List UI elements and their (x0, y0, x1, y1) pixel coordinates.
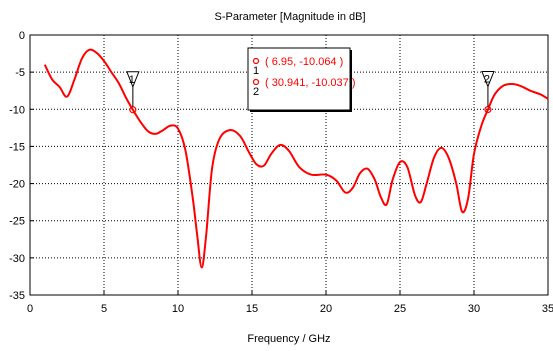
x-tick-label: 0 (27, 303, 33, 315)
y-tick-label: -30 (9, 253, 25, 265)
chart-title: S-Parameter [Magnitude in dB] (214, 11, 365, 23)
y-tick-label: -5 (15, 67, 25, 79)
plot-area (29, 34, 549, 296)
y-tick-label: 0 (19, 30, 25, 42)
x-tick-label: 10 (172, 303, 184, 315)
readout-2-value: ( 30.941, -10.037 ) (265, 77, 356, 89)
y-tick-label: -10 (9, 104, 25, 116)
s-parameter-curve (43, 48, 549, 269)
marker-2-flag (481, 71, 495, 88)
readout-1-index: 1 (253, 65, 259, 77)
readout-box-frame (247, 47, 351, 111)
x-tick-label: 20 (320, 303, 332, 315)
marker-1-label: 1 (129, 74, 135, 86)
x-tick-label: 5 (101, 303, 107, 315)
axis-ticks: 0 5 10 15 20 25 30 35 0 -5 -10 -15 -20 -25 -30 -35 (9, 30, 553, 315)
readout-2-index: 2 (253, 86, 259, 98)
y-tick-label: -15 (9, 141, 25, 153)
series-layer (43, 48, 549, 269)
x-tick-label: 30 (468, 303, 480, 315)
readout-1-symbol (252, 57, 260, 65)
readout-1-value: ( 6.95, -10.064 ) (265, 56, 343, 68)
marker-2-label: 2 (484, 74, 490, 86)
x-tick-label: 25 (394, 303, 406, 315)
readout-2-symbol (252, 78, 260, 86)
y-tick-label: -35 (9, 290, 25, 302)
marker-1-flag (126, 71, 140, 89)
x-tick-label: 15 (246, 303, 258, 315)
x-tick-label: 35 (542, 303, 553, 315)
y-tick-label: -25 (9, 216, 25, 228)
x-axis-title: Frequency / GHz (247, 333, 330, 345)
marker-readout-box: 1 ( 6.95, -10.064 ) 2 ( 30.941, -10.037 ) (247, 47, 356, 112)
y-tick-label: -20 (9, 179, 25, 191)
